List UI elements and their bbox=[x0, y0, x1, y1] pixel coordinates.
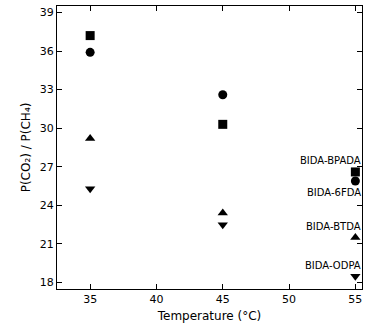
svg-text:18: 18 bbox=[40, 276, 54, 289]
svg-text:BIDA-BPADA: BIDA-BPADA bbox=[300, 155, 361, 166]
svg-text:39: 39 bbox=[40, 6, 54, 19]
svg-text:40: 40 bbox=[149, 293, 163, 306]
svg-text:BIDA-BTDA: BIDA-BTDA bbox=[306, 221, 361, 232]
svg-text:Temperature (°C): Temperature (°C) bbox=[157, 309, 262, 323]
svg-text:55: 55 bbox=[348, 293, 362, 306]
svg-text:BIDA-6FDA: BIDA-6FDA bbox=[307, 187, 361, 198]
svg-text:30: 30 bbox=[40, 122, 54, 135]
svg-text:21: 21 bbox=[40, 238, 54, 251]
svg-text:45: 45 bbox=[216, 293, 230, 306]
svg-text:BIDA-ODPA: BIDA-ODPA bbox=[305, 260, 361, 271]
svg-text:50: 50 bbox=[282, 293, 296, 306]
svg-text:P(CO₂) / P(CH₄): P(CO₂) / P(CH₄) bbox=[19, 103, 33, 193]
svg-text:24: 24 bbox=[40, 199, 54, 212]
svg-text:33: 33 bbox=[40, 83, 54, 96]
svg-text:35: 35 bbox=[83, 293, 97, 306]
svg-text:27: 27 bbox=[40, 161, 54, 174]
svg-text:36: 36 bbox=[40, 45, 54, 58]
